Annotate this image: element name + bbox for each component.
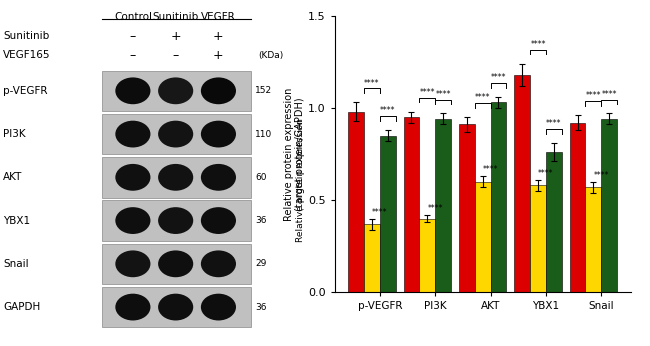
Y-axis label: Relative protein expression
(target protein/GAPDH): Relative protein expression (target prot… — [283, 87, 305, 221]
Ellipse shape — [115, 121, 150, 147]
Bar — [102, 71, 250, 111]
Text: ****: **** — [380, 106, 395, 115]
Text: ****: **** — [586, 91, 601, 100]
Text: ****: **** — [601, 90, 617, 99]
Text: 60: 60 — [255, 173, 266, 182]
Text: GAPDH: GAPDH — [3, 302, 40, 312]
Text: ****: **** — [538, 169, 554, 178]
Text: ****: **** — [475, 93, 490, 102]
Text: VEGFR: VEGFR — [201, 12, 236, 22]
Bar — [514, 75, 530, 292]
Bar — [102, 244, 250, 284]
Bar — [530, 185, 546, 292]
Text: ****: **** — [436, 90, 451, 99]
Text: AKT: AKT — [3, 172, 23, 182]
Text: Sunitinib: Sunitinib — [153, 12, 199, 22]
Text: +: + — [213, 49, 224, 62]
Bar — [474, 182, 491, 292]
Ellipse shape — [158, 294, 193, 320]
Text: –: – — [130, 49, 136, 62]
Text: 36: 36 — [255, 302, 266, 312]
Bar — [364, 224, 380, 292]
Bar — [601, 119, 617, 292]
Text: 29: 29 — [255, 259, 266, 268]
Text: 110: 110 — [255, 129, 272, 139]
Text: ****: **** — [372, 208, 387, 217]
Bar — [102, 200, 250, 241]
Text: VEGF165: VEGF165 — [3, 51, 51, 60]
Ellipse shape — [201, 78, 236, 104]
Bar — [102, 157, 250, 198]
Text: –: – — [130, 30, 136, 43]
Bar — [586, 187, 601, 292]
Text: 152: 152 — [255, 86, 272, 95]
Text: ****: **** — [491, 73, 506, 82]
Text: ****: **** — [419, 88, 435, 97]
Text: +: + — [170, 30, 181, 43]
Text: ****: **** — [593, 171, 609, 180]
Text: –: – — [172, 49, 179, 62]
Bar — [419, 219, 436, 292]
Ellipse shape — [158, 164, 193, 191]
Text: Sunitinib: Sunitinib — [3, 31, 49, 41]
Text: p-VEGFR: p-VEGFR — [3, 86, 47, 96]
Bar — [436, 119, 451, 292]
Bar — [102, 114, 250, 154]
Ellipse shape — [115, 251, 150, 277]
Bar — [569, 122, 586, 292]
Text: Snail: Snail — [3, 259, 29, 269]
Text: 36: 36 — [255, 216, 266, 225]
Bar — [546, 152, 562, 292]
Ellipse shape — [115, 294, 150, 320]
Ellipse shape — [158, 251, 193, 277]
Ellipse shape — [201, 294, 236, 320]
Ellipse shape — [201, 207, 236, 234]
Text: ****: **** — [364, 79, 380, 88]
Text: Control: Control — [114, 12, 152, 22]
Bar — [348, 111, 364, 292]
Bar — [380, 136, 396, 292]
Ellipse shape — [158, 78, 193, 104]
Text: +: + — [213, 30, 224, 43]
Text: YBX1: YBX1 — [3, 216, 30, 226]
Text: ****: **** — [483, 165, 499, 174]
Ellipse shape — [115, 207, 150, 234]
Text: PI3K: PI3K — [3, 129, 26, 139]
Ellipse shape — [115, 164, 150, 191]
Text: ****: **** — [428, 204, 443, 213]
Text: ****: **** — [530, 40, 546, 49]
Ellipse shape — [201, 164, 236, 191]
Bar — [459, 125, 474, 292]
Text: ****: **** — [546, 119, 562, 128]
Ellipse shape — [158, 121, 193, 147]
Ellipse shape — [115, 78, 150, 104]
Text: (KDa): (KDa) — [258, 51, 283, 60]
Ellipse shape — [201, 121, 236, 147]
Ellipse shape — [201, 251, 236, 277]
Bar — [102, 287, 250, 327]
Bar — [404, 117, 419, 292]
Ellipse shape — [158, 207, 193, 234]
Text: Relative protein expression: Relative protein expression — [296, 118, 306, 242]
Bar — [491, 102, 506, 292]
